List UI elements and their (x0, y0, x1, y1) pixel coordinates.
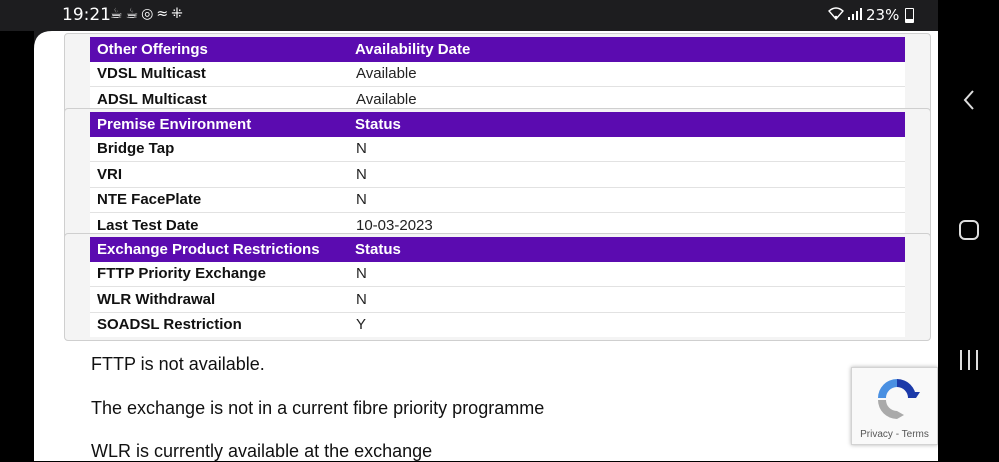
column-header: Availability Date (355, 40, 471, 58)
fttp-availability-text: FTTP is not available. (91, 354, 265, 374)
separator: - (895, 429, 900, 440)
back-icon (963, 90, 974, 110)
column-header: Status (355, 240, 401, 258)
row-label: FTTP Priority Exchange (97, 265, 266, 283)
table-header-row: Exchange Product Restrictions Status (90, 237, 905, 262)
row-value: N (356, 290, 367, 308)
home-icon (958, 220, 979, 240)
chrome-icon: ◎ (141, 6, 157, 22)
terms-link[interactable]: Terms (901, 429, 929, 440)
table-row: VRI N (90, 162, 905, 188)
status-time: 19:21 (62, 5, 111, 25)
row-label: ADSL Multicast (97, 90, 207, 108)
row-label: VDSL Multicast (97, 65, 206, 83)
wlr-availability-text: WLR is currently available at the exchan… (91, 441, 433, 461)
column-header: Status (355, 115, 401, 133)
back-button[interactable] (938, 88, 999, 117)
recaptcha-badge[interactable]: Privacy - Terms (851, 367, 938, 445)
row-value: Available (356, 65, 417, 83)
row-value: 10-03-2023 (356, 216, 433, 234)
exchange-restrictions-table: Exchange Product Restrictions Status FTT… (64, 233, 931, 341)
wifi-icon (828, 6, 844, 24)
link-icon: ≈ (156, 6, 172, 22)
column-header: Other Offerings (97, 40, 208, 58)
row-value: N (356, 265, 367, 283)
column-header: Exchange Product Restrictions (97, 240, 320, 258)
status-right: 23% (828, 6, 915, 24)
row-label: NTE FacePlate (97, 191, 202, 209)
row-value: N (356, 191, 367, 209)
signal-icon (848, 6, 862, 24)
row-value: Available (356, 90, 417, 108)
table-header-row: Other Offerings Availability Date (90, 37, 905, 62)
row-value: Y (356, 316, 367, 334)
premise-environment-table: Premise Environment Status Bridge Tap N … (64, 108, 931, 242)
row-label: SOADSL Restriction (97, 316, 242, 334)
table-row: ADSL Multicast Available (90, 87, 905, 112)
column-header: Premise Environment (97, 115, 252, 133)
home-button[interactable] (938, 218, 999, 247)
recent-apps-icon (959, 350, 978, 370)
table-row: WLR Withdrawal N (90, 287, 905, 313)
row-value: N (356, 165, 367, 183)
grid-icon: ⁜ (171, 6, 186, 22)
recent-apps-button[interactable] (938, 348, 999, 377)
table-row: SOADSL Restriction Y (90, 312, 905, 337)
notification-icon: ☕ (125, 6, 142, 22)
row-label: Last Test Date (97, 216, 199, 234)
notification-icon: ☕ (110, 6, 126, 22)
recaptcha-icon (878, 379, 920, 419)
recaptcha-links: Privacy - Terms (852, 429, 937, 440)
row-label: VRI (97, 165, 123, 183)
row-value: N (356, 140, 367, 158)
navigation-bar (938, 0, 999, 461)
privacy-link[interactable]: Privacy (860, 429, 893, 440)
page-corner (34, 31, 52, 49)
table-header-row: Premise Environment Status (90, 112, 905, 137)
status-notification-icons: ☕☕◎≈⁜ (110, 6, 186, 22)
table-row: FTTP Priority Exchange N (90, 261, 905, 287)
fibre-priority-text: The exchange is not in a current fibre p… (91, 398, 545, 418)
table-row: Bridge Tap N (90, 136, 905, 162)
battery-icon (905, 7, 915, 23)
row-label: Bridge Tap (97, 140, 175, 158)
table-row: NTE FacePlate N (90, 187, 905, 213)
row-label: WLR Withdrawal (97, 290, 216, 308)
battery-percent: 23% (866, 6, 900, 24)
status-bar: 19:21 ☕☕◎≈⁜ 23% (0, 0, 938, 31)
other-offerings-table: Other Offerings Availability Date VDSL M… (64, 33, 931, 116)
table-row: VDSL Multicast Available (90, 61, 905, 87)
